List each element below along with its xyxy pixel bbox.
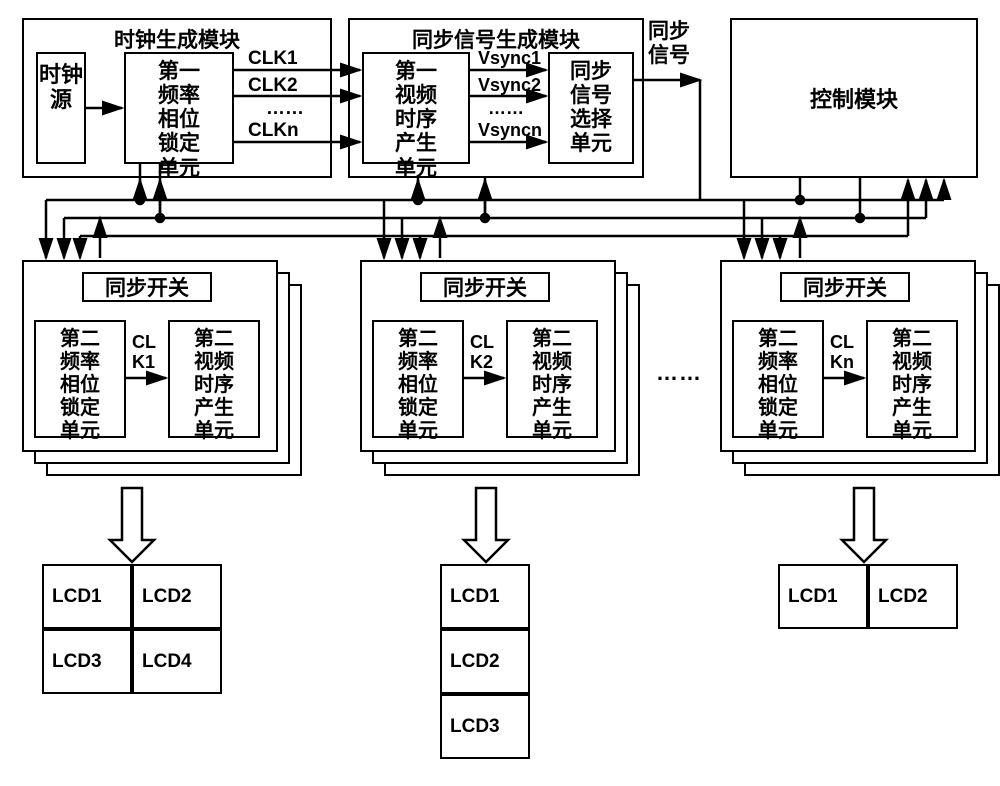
lcd2-2: LCD2 <box>440 629 530 694</box>
ellipsis-dots: …… <box>656 360 702 386</box>
pll2-1-label: 第二频率相位锁定单元 <box>38 328 122 443</box>
vtg2-1: 第二视频时序产生单元 <box>168 320 260 438</box>
pll2-3: 第二频率相位锁定单元 <box>732 320 824 438</box>
clock-source-label: 时钟源 <box>38 62 84 113</box>
vtg2-1-label: 第二视频时序产生单元 <box>172 328 256 443</box>
clk-k1a: CL <box>132 332 156 353</box>
vsync2-label: Vsync2 <box>478 75 541 96</box>
lcd1-3: LCD3 <box>42 629 132 694</box>
vtg2-2-label: 第二视频时序产生单元 <box>510 328 594 443</box>
vsync1-label: Vsync1 <box>478 48 541 69</box>
clk1-label: CLK1 <box>248 48 298 70</box>
sync-switch-3: 同步开关 <box>780 272 910 302</box>
lcd1-4: LCD4 <box>132 629 222 694</box>
sync-switch-2: 同步开关 <box>420 272 550 302</box>
sync-switch-1: 同步开关 <box>82 272 212 302</box>
sync-switch-2-label: 同步开关 <box>443 272 527 302</box>
control-module: 控制模块 <box>730 18 978 178</box>
clk2-label: CLK2 <box>248 75 298 97</box>
vtg2-3: 第二视频时序产生单元 <box>866 320 958 438</box>
clock-module-title: 时钟生成模块 <box>114 24 240 54</box>
pll1-label: 第一频率相位锁定单元 <box>130 60 228 181</box>
vsync-dots: …… <box>488 98 524 119</box>
vtg2-3-label: 第二视频时序产生单元 <box>870 328 954 443</box>
clk-k1b: K1 <box>132 352 155 373</box>
lcd1-2: LCD2 <box>132 564 222 629</box>
pll2-1: 第二频率相位锁定单元 <box>34 320 126 438</box>
clk-kna: CL <box>830 332 854 353</box>
lcd2-1: LCD1 <box>440 564 530 629</box>
vtg1-label: 第一视频时序产生单元 <box>368 60 464 181</box>
sync-switch-3-label: 同步开关 <box>803 272 887 302</box>
vtg2-2: 第二视频时序产生单元 <box>506 320 598 438</box>
lcd2-3: LCD3 <box>440 694 530 759</box>
control-module-label: 控制模块 <box>810 82 898 114</box>
selector-box: 同步信号选择单元 <box>548 52 634 164</box>
lcd3-2: LCD2 <box>868 564 958 629</box>
clk-knb: Kn <box>830 352 854 373</box>
clock-source-box: 时钟源 <box>36 52 86 164</box>
clk-dots: …… <box>266 98 304 120</box>
vsyncn-label: Vsyncn <box>478 120 542 141</box>
pll2-3-label: 第二频率相位锁定单元 <box>736 328 820 443</box>
clk-k2a: CL <box>470 332 494 353</box>
clk-k2b: K2 <box>470 352 493 373</box>
pll2-2: 第二频率相位锁定单元 <box>372 320 464 438</box>
lcd1-1: LCD1 <box>42 564 132 629</box>
sync-signal-label-1: 同步信号 <box>648 20 696 68</box>
lcd3-1: LCD1 <box>778 564 868 629</box>
sync-switch-1-label: 同步开关 <box>105 272 189 302</box>
vtg1-box: 第一视频时序产生单元 <box>362 52 470 164</box>
pll2-2-label: 第二频率相位锁定单元 <box>376 328 460 443</box>
clkn-label: CLKn <box>248 120 299 142</box>
pll1-box: 第一频率相位锁定单元 <box>124 52 234 164</box>
selector-label: 同步信号选择单元 <box>554 60 628 157</box>
